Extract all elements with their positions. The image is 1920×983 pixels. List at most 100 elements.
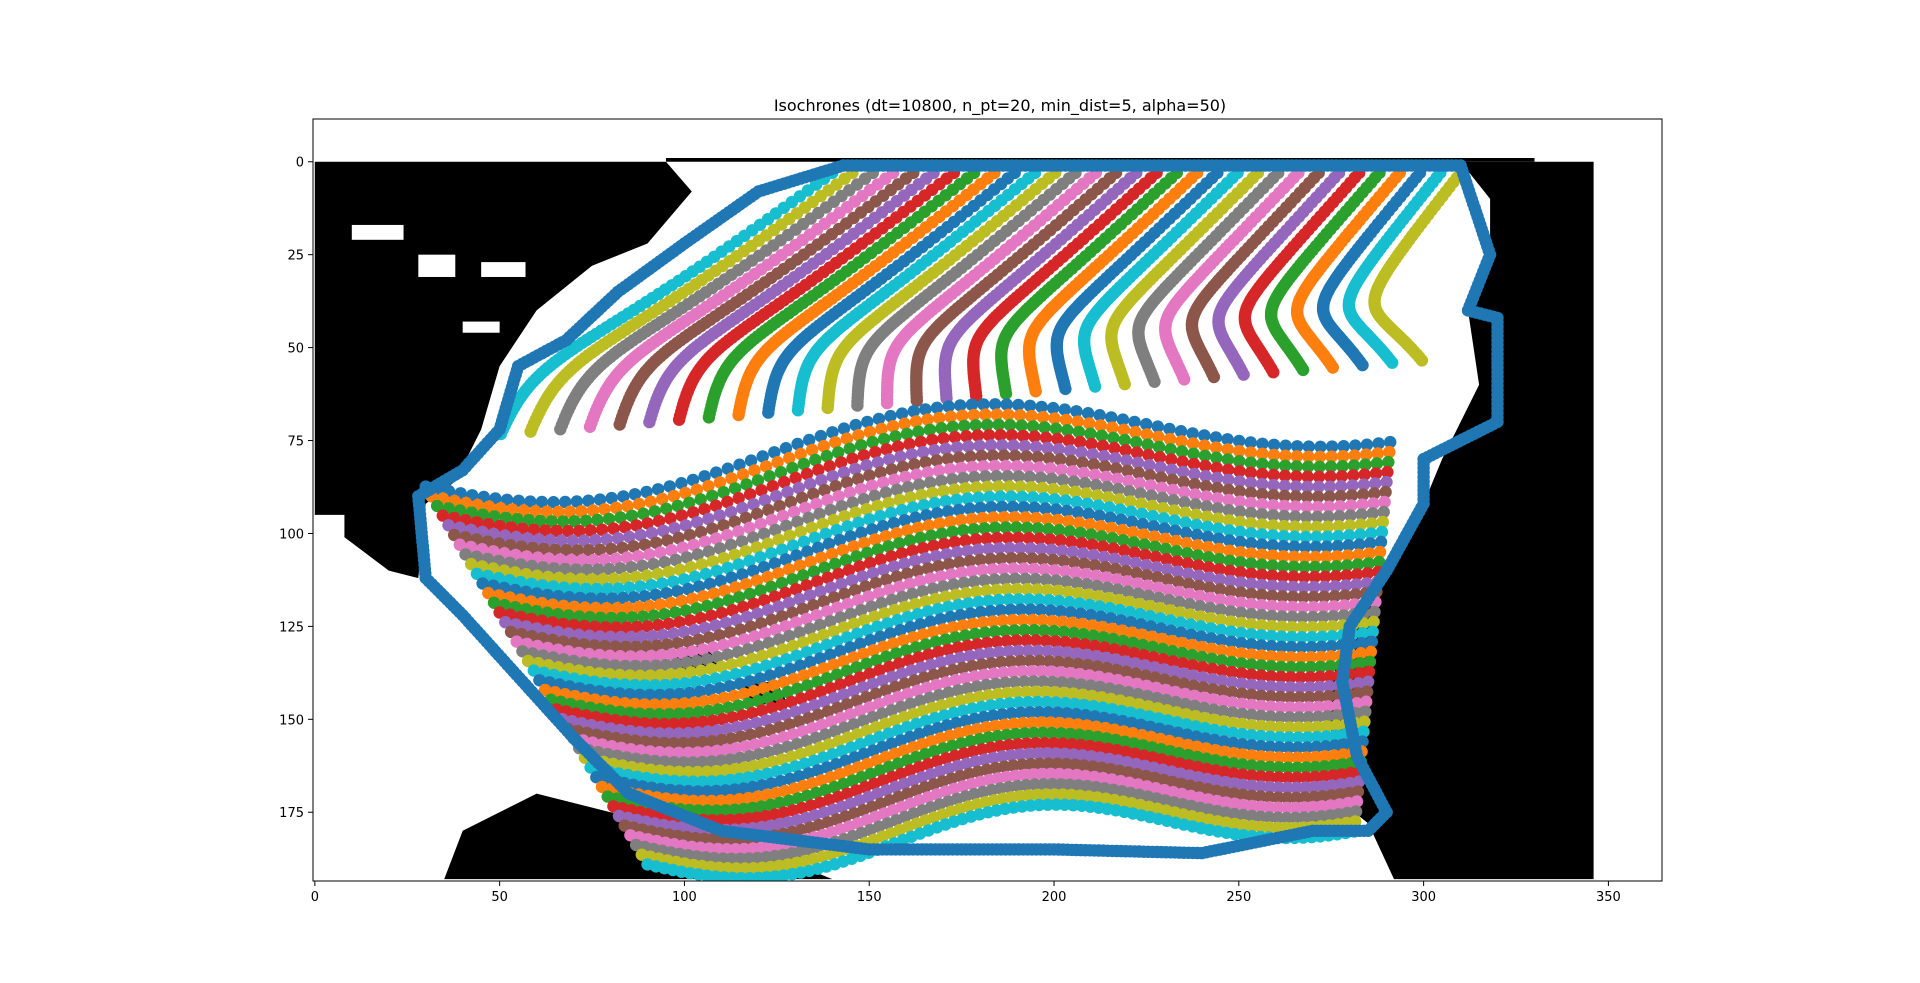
isochrone-point [1029,385,1042,398]
isochrone-upper-12 [1050,166,1224,396]
isochrone-upper-6 [1212,166,1346,381]
isochrone-point [948,535,961,549]
isochrone-point [926,433,939,447]
isochrone-point [979,408,992,421]
isochrone-point [1005,490,1018,503]
isochrone-point [935,527,949,540]
isochrone-point [946,525,959,539]
isochrone-point [971,543,985,556]
isochrone-point [952,503,965,517]
isochrone-point [950,493,963,506]
isochrone-point [971,429,984,442]
isochrone-point [909,415,923,428]
isochrone-point [966,460,979,474]
isochrone-point [965,512,978,526]
isochrone-point [954,399,967,412]
isochrone-upper-3 [1291,166,1407,374]
isochrone-point [919,403,932,416]
isochrone-point [1118,377,1132,391]
isochrone-point [970,481,983,494]
isochrone-point [999,521,1013,534]
lake-0 [351,224,404,240]
isochrone-point [990,470,1003,483]
isochrone-upper-2 [1316,166,1427,372]
isochrone-point [994,490,1007,503]
land-region-2 [1331,161,1594,880]
isochrone-point [943,462,957,476]
isochrone-point [962,440,975,453]
isochrone-point [946,420,959,434]
isochrone-point [1386,356,1399,369]
isochrone-point [732,408,745,422]
isochrone-upper-8 [1159,166,1305,386]
isochrone-point [923,423,937,436]
isochrone-point [979,470,992,483]
isochrone-point [950,441,964,454]
isochrone-point [880,396,894,410]
isochrone-point [981,418,994,432]
isochrone-point [702,411,716,424]
isochrone-point [941,452,955,466]
isochrone-point [944,515,957,528]
lake-5 [314,719,371,764]
lake-4 [314,514,345,538]
isochrone-point [926,486,939,500]
isochrone-point [969,533,983,546]
isochrone-point [672,413,686,426]
isochrone-point [1178,373,1191,386]
isochrone-point [954,514,968,527]
isochrone-point [933,411,946,425]
isochrone-point [961,544,974,558]
isochrone-point [957,524,970,537]
isochrone-point [935,422,948,435]
lake-2 [481,262,526,277]
isochrone-point [961,492,974,505]
isochrone-point [959,534,972,547]
isochrone-point [1207,370,1221,384]
isochrone-point [1296,363,1310,377]
isochrone-point [967,523,981,536]
isochrone-upper-4 [1264,166,1386,377]
isochrone-point [984,439,998,452]
isochrone-point [952,451,966,464]
isochrone-point [957,471,970,485]
isochrone-point [995,500,1009,514]
isochrone-point [942,400,955,413]
isochrone-point [851,399,864,412]
isochrone-point [1001,531,1014,544]
isochrone-point [791,404,805,417]
plot-area [313,119,1662,881]
lake-3 [462,321,500,333]
isochrone-upper-10 [1105,166,1265,391]
isochrone-point [524,425,537,438]
isochrone-point [992,418,1005,431]
isochrone-point [967,408,980,422]
isochrone-point [1267,366,1280,379]
isochrone-point [1001,470,1014,483]
isochrone-point [930,454,943,467]
isochrone-upper-5 [1238,166,1366,379]
isochrone-point [1326,361,1340,374]
isochrone-point [907,405,920,418]
isochrone-point [935,474,948,488]
isochrone-point [762,406,775,419]
isochrone-point [942,558,956,571]
isochrone-point [976,511,989,525]
isochrone-point [1088,380,1102,393]
isochrone-point [1059,382,1072,396]
isochrone-upper-9 [1132,166,1285,388]
isochrone-point [1356,358,1369,372]
isochrone-point [999,387,1013,400]
isochrone-point [950,546,964,559]
isochrone-point [953,556,966,569]
isochrone-point [965,398,979,411]
isochrone-point [1237,368,1250,381]
isochrone-upper-0 [1368,166,1467,367]
isochrone-point [988,398,1002,411]
isochrone-point [963,502,976,515]
isochrone-point [1415,354,1429,367]
isochrone-point [821,401,834,415]
isochrone-point [999,459,1012,473]
isochrone-point [989,521,1002,534]
